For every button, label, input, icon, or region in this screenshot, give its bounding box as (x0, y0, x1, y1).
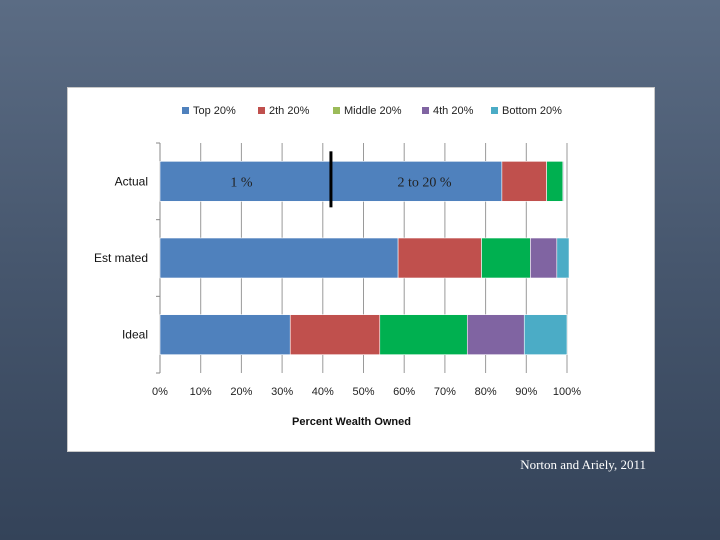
citation: Norton and Ariely, 2011 (520, 457, 646, 472)
bar-est-mated-4th-20- (530, 237, 558, 279)
x-tick-label: 80% (475, 386, 497, 398)
bar-ideal-middle-20- (379, 314, 468, 355)
legend-swatch (258, 107, 265, 114)
legend-swatch (422, 107, 429, 114)
x-tick-label: 70% (434, 386, 456, 398)
legend-swatch (333, 107, 340, 114)
bar-est-mated-middle-20- (481, 237, 531, 279)
bar-est-mated-2th-20- (397, 237, 482, 279)
x-tick-label: 40% (312, 386, 334, 398)
legend-swatch (182, 107, 189, 114)
legend-label: 2th 20% (269, 105, 310, 117)
bar-actual-middle-20- (546, 161, 564, 202)
x-tick-label: 90% (515, 386, 537, 398)
x-tick-label: 30% (271, 386, 293, 398)
bar-ideal-top-20- (159, 314, 291, 355)
annotation-label: 2 to 20 % (398, 175, 452, 190)
x-tick-label: 20% (230, 386, 252, 398)
category-label: Actual (115, 174, 148, 188)
legend-label: Middle 20% (344, 105, 402, 117)
bar-ideal-4th-20- (466, 314, 525, 355)
stacked-bar-chart: 0% 10% 20% 30% 40% 50% 60% 70% 80% 90% 100% Actual E… (94, 105, 581, 428)
bar-ideal-bottom-20- (523, 314, 568, 355)
legend-label: Bottom 20% (502, 105, 562, 117)
legend-swatch (491, 107, 498, 114)
bar-est-mated-bottom-20- (556, 237, 570, 279)
legend-label: Top 20% (193, 105, 236, 117)
x-tick-label: 10% (190, 386, 212, 398)
legend-label: 4th 20% (433, 105, 474, 117)
bar-est-mated-top-20- (159, 237, 399, 279)
x-axis-title: Percent Wealth Owned (292, 416, 411, 428)
annotation-label: 1 % (230, 175, 253, 190)
x-tick-label: 50% (352, 386, 374, 398)
bar-actual-2th-20- (501, 161, 547, 202)
category-label: Est mated (94, 251, 148, 265)
x-tick-label: 60% (393, 386, 415, 398)
chart-panel: 0% 10% 20% 30% 40% 50% 60% 70% 80% 90% 100% Actual E… (67, 87, 655, 452)
x-tick-label: 100% (553, 386, 581, 398)
category-label: Ideal (122, 328, 148, 342)
bar-ideal-2th-20- (289, 314, 381, 355)
x-tick-label: 0% (152, 386, 168, 398)
